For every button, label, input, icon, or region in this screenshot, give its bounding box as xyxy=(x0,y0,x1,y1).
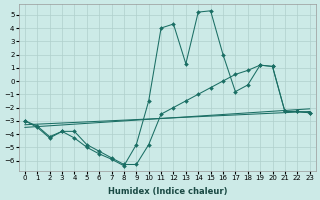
X-axis label: Humidex (Indice chaleur): Humidex (Indice chaleur) xyxy=(108,187,227,196)
